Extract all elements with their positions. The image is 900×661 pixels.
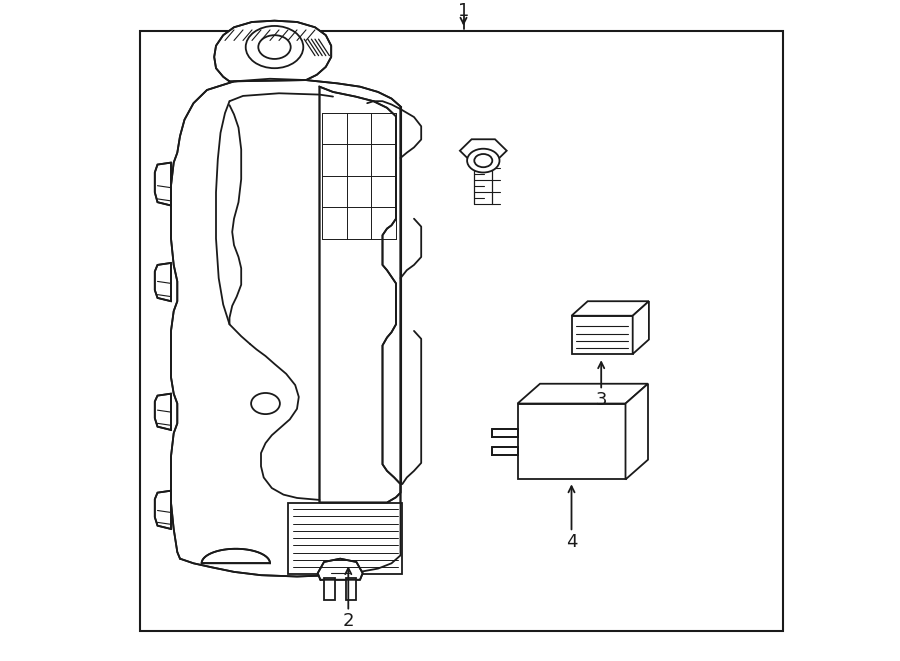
Polygon shape [214,20,331,81]
Polygon shape [492,447,517,455]
Circle shape [467,149,500,173]
Circle shape [474,154,492,167]
Polygon shape [320,87,400,502]
Bar [518,404,626,479]
Polygon shape [492,428,517,436]
Polygon shape [155,263,171,301]
Polygon shape [633,301,649,354]
Polygon shape [155,394,171,430]
Polygon shape [171,79,400,576]
Bar [324,578,335,600]
Text: 1: 1 [458,3,469,20]
Polygon shape [518,384,648,404]
Bar [346,578,356,600]
Text: 4: 4 [566,533,577,551]
Polygon shape [202,549,270,563]
Polygon shape [572,301,649,316]
Circle shape [251,393,280,414]
Circle shape [246,26,303,68]
Circle shape [258,35,291,59]
Polygon shape [155,163,171,206]
Bar [572,316,633,354]
Polygon shape [626,384,648,479]
Text: 2: 2 [343,612,354,631]
Polygon shape [155,490,171,529]
Bar [288,502,402,574]
Bar [140,30,783,631]
Polygon shape [460,139,507,162]
Polygon shape [318,559,363,580]
Text: 3: 3 [596,391,607,409]
